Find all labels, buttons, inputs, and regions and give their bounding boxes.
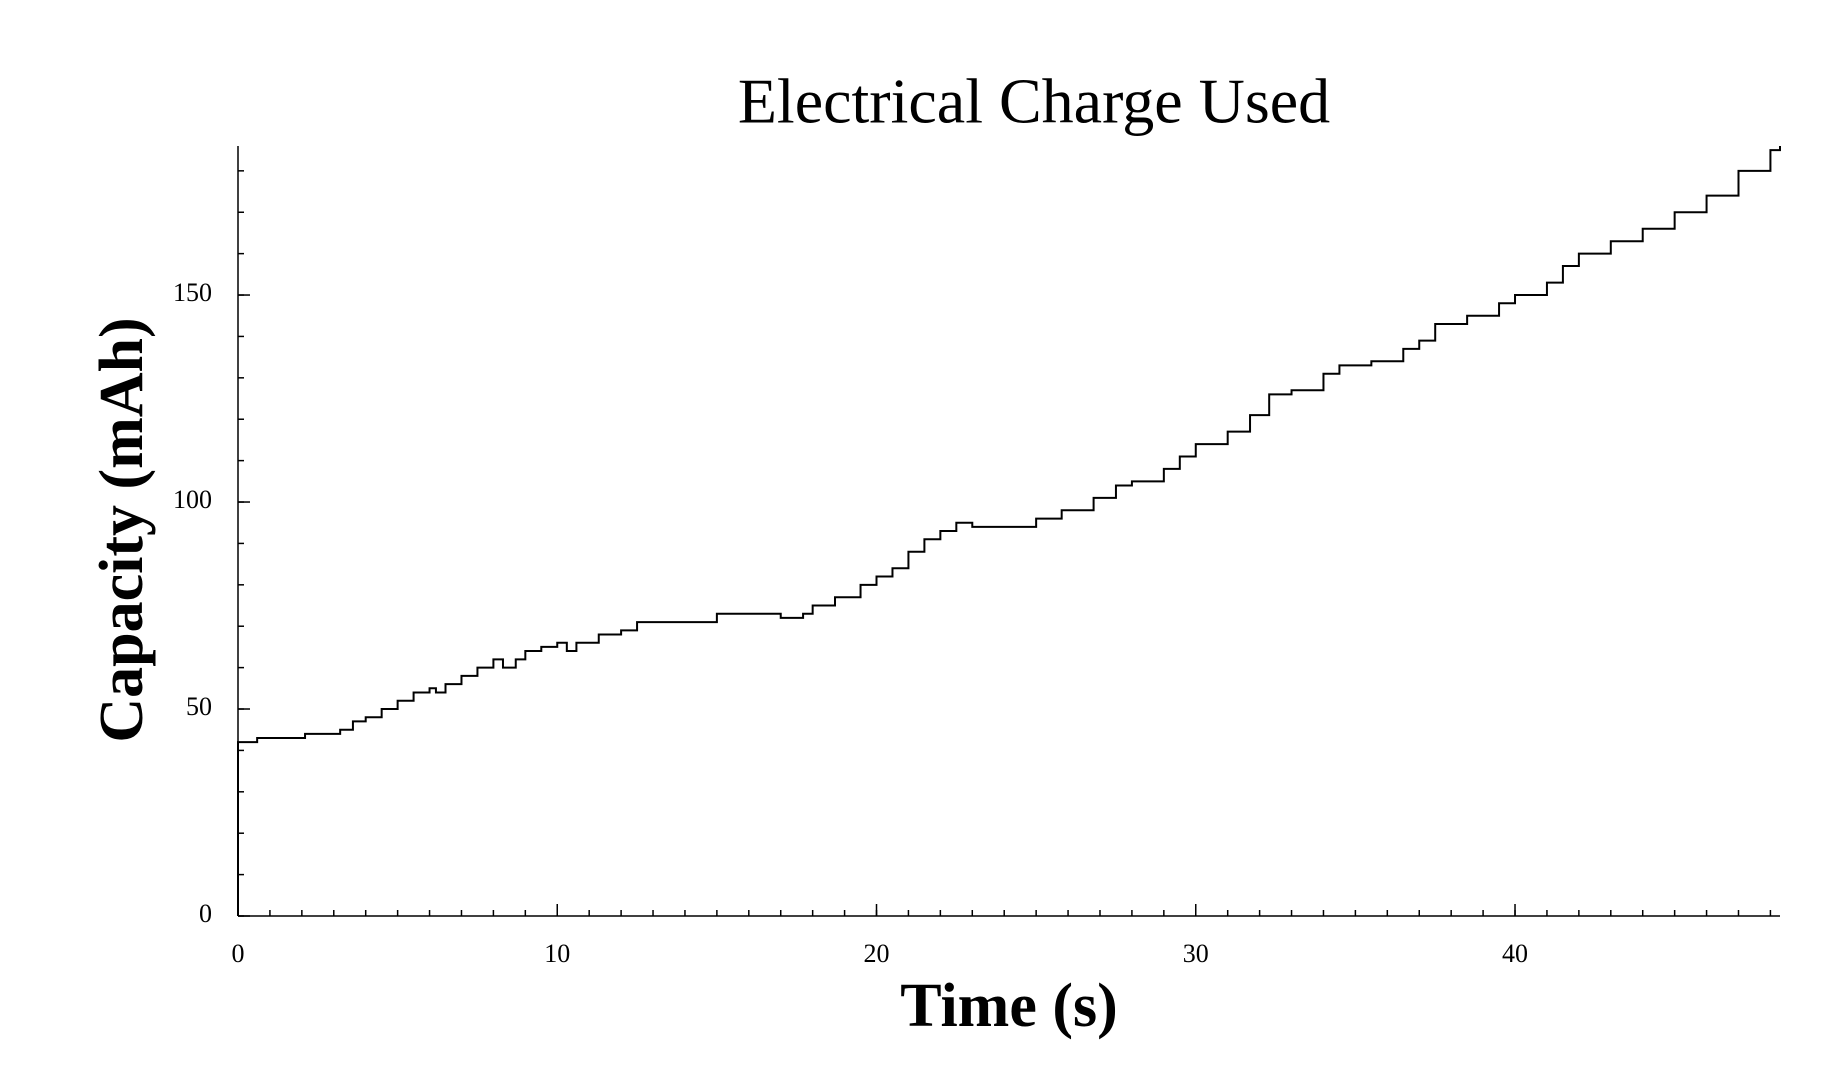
x-tick-label: 40 <box>1502 939 1528 968</box>
y-tick-label: 150 <box>173 278 212 307</box>
chart-title: Electrical Charge Used <box>738 66 1330 137</box>
y-tick-label: 50 <box>186 692 212 721</box>
x-tick-label: 30 <box>1183 939 1209 968</box>
y-tick-label: 100 <box>173 485 212 514</box>
y-axis-label: Capacity (mAh) <box>88 317 156 742</box>
x-tick-label: 20 <box>864 939 890 968</box>
x-tick-label: 0 <box>232 939 245 968</box>
x-axis-label: Time (s) <box>900 972 1118 1040</box>
y-tick-label: 0 <box>199 899 212 928</box>
x-tick-label: 10 <box>544 939 570 968</box>
data-line <box>237 146 1781 916</box>
